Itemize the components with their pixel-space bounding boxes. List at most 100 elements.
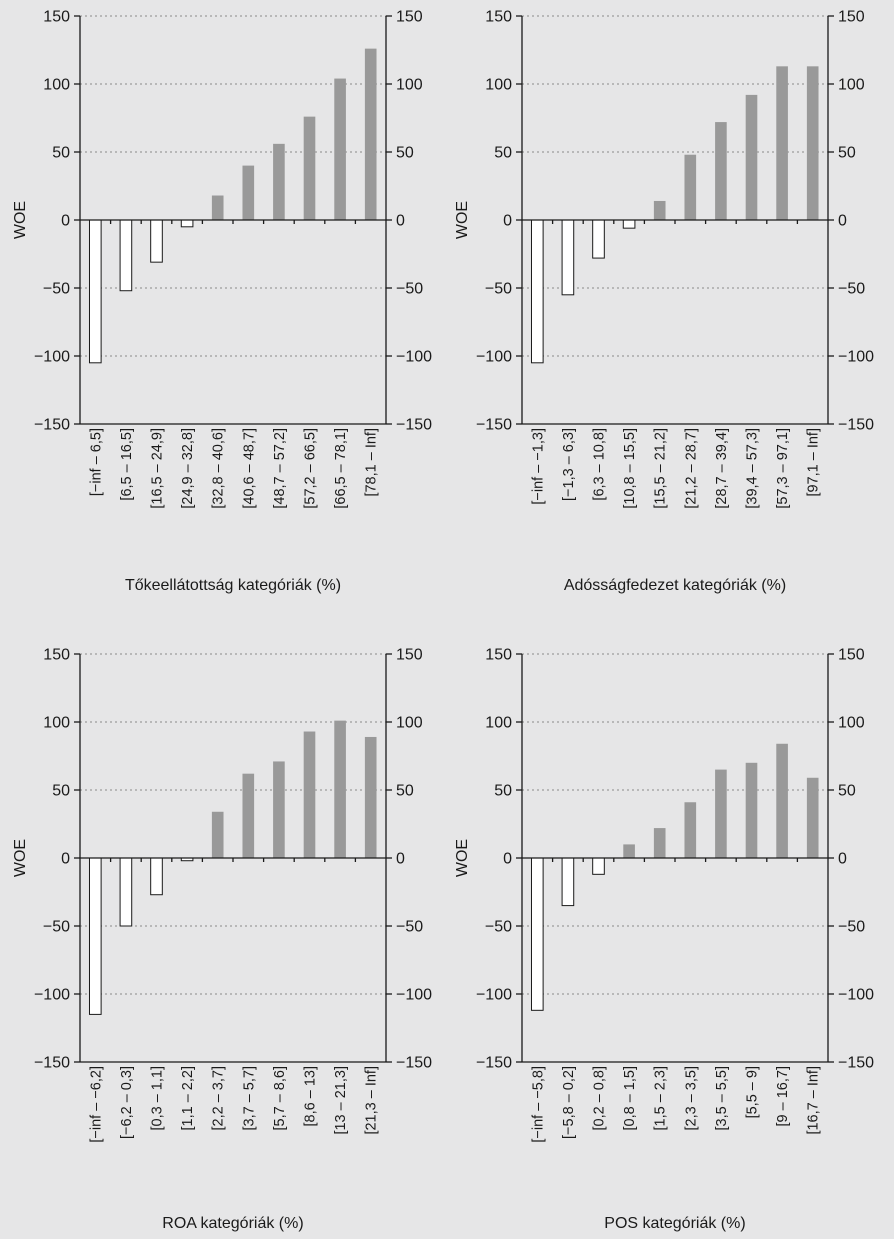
bar xyxy=(715,122,727,220)
category-label: [24,9 – 32,8] xyxy=(180,428,196,509)
y-axis-title: WOE xyxy=(12,839,29,877)
category-label: [2,2 – 3,7] xyxy=(211,1066,227,1131)
y-tick-label-left: −100 xyxy=(34,349,70,366)
y-tick-label-right: 150 xyxy=(838,9,865,26)
category-label: [21,3 – Inf] xyxy=(364,1066,380,1135)
y-tick-label-left: −100 xyxy=(476,349,512,366)
y-tick-label-left: 0 xyxy=(503,213,512,230)
bar xyxy=(806,777,819,858)
category-label: [15,5 – 21,2] xyxy=(653,428,669,509)
y-tick-label-right: −100 xyxy=(838,349,874,366)
bar xyxy=(623,844,635,858)
y-axis-title: WOE xyxy=(12,201,29,239)
y-tick-label-left: 50 xyxy=(494,783,512,800)
y-tick-label-left: −100 xyxy=(34,987,70,1004)
y-tick-label-right: 100 xyxy=(396,77,423,94)
y-tick-label-left: 100 xyxy=(485,715,512,732)
bar xyxy=(561,857,575,907)
bar xyxy=(745,94,758,220)
y-tick-label-left: 0 xyxy=(61,851,70,868)
x-axis-title: ROA kategóriák (%) xyxy=(162,1215,303,1232)
bar xyxy=(715,769,727,858)
x-axis-title: POS kategóriák (%) xyxy=(604,1215,745,1232)
y-axis-title: WOE xyxy=(454,201,471,239)
y-tick-label-left: −150 xyxy=(34,417,70,434)
y-tick-label-left: 100 xyxy=(43,77,70,94)
category-label: [66,5 – 78,1] xyxy=(333,428,349,509)
y-tick-label-right: −150 xyxy=(838,1055,874,1072)
bar xyxy=(592,857,605,875)
category-label: [57,3 – 97,1] xyxy=(775,428,791,509)
y-tick-label-right: −150 xyxy=(396,1055,432,1072)
category-label: [9 – 16,7] xyxy=(775,1066,791,1126)
category-label: [−6,2 – 0,3] xyxy=(119,1066,135,1139)
bar xyxy=(684,154,697,220)
bar xyxy=(273,761,285,858)
category-label: [16,5 – 24,9] xyxy=(150,428,166,509)
bar xyxy=(530,857,544,1011)
y-tick-label-right: 100 xyxy=(838,77,865,94)
y-tick-label-left: 50 xyxy=(52,783,70,800)
category-label: [1,5 – 2,3] xyxy=(653,1066,669,1131)
y-tick-label-right: 50 xyxy=(838,145,856,162)
bar xyxy=(211,195,224,220)
bar xyxy=(364,48,377,220)
category-label: [−inf – 6,5] xyxy=(88,428,104,496)
y-tick-label-right: −150 xyxy=(838,417,874,434)
y-tick-label-right: 150 xyxy=(396,647,423,664)
y-tick-label-left: 50 xyxy=(494,145,512,162)
bar xyxy=(776,66,788,220)
category-label: [2,3 – 3,5] xyxy=(683,1066,699,1131)
y-tick-label-left: 150 xyxy=(43,9,70,26)
category-label: [5,5 – 9] xyxy=(745,1066,761,1118)
y-tick-label-right: −50 xyxy=(838,919,865,936)
y-tick-label-right: 0 xyxy=(838,851,847,868)
y-tick-label-left: −50 xyxy=(485,281,512,298)
y-tick-label-left: −100 xyxy=(476,987,512,1004)
y-tick-label-left: −50 xyxy=(43,919,70,936)
category-label: [−1,3 – 6,3] xyxy=(561,428,577,501)
bar xyxy=(273,143,285,220)
y-tick-label-right: 50 xyxy=(396,783,414,800)
category-label: [8,6 – 13] xyxy=(303,1066,319,1126)
category-label: [40,6 – 48,7] xyxy=(241,428,257,509)
bar xyxy=(334,720,346,858)
y-tick-label-right: 50 xyxy=(396,145,414,162)
category-label: [0,8 – 1,5] xyxy=(622,1066,638,1131)
category-label: [−inf – −1,3] xyxy=(530,428,546,505)
category-label: [97,1 – Inf] xyxy=(806,428,822,497)
bar xyxy=(653,200,666,220)
y-tick-label-right: 100 xyxy=(396,715,423,732)
category-label: [6,5 – 16,5] xyxy=(119,428,135,501)
category-label: [16,7 – Inf] xyxy=(806,1066,822,1135)
category-label: [3,5 – 5,5] xyxy=(714,1066,730,1131)
category-label: [3,7 – 5,7] xyxy=(241,1066,257,1131)
bar xyxy=(653,828,666,858)
category-label: [57,2 – 66,5] xyxy=(303,428,319,509)
y-tick-label-right: −100 xyxy=(396,987,432,1004)
y-tick-label-left: −150 xyxy=(476,1055,512,1072)
y-tick-label-right: 0 xyxy=(396,851,405,868)
category-label: [32,8 – 40,6] xyxy=(211,428,227,509)
category-label: [0,2 – 0,8] xyxy=(592,1066,608,1131)
y-tick-label-right: −50 xyxy=(396,281,423,298)
bar xyxy=(776,743,788,858)
category-label: [48,7 – 57,2] xyxy=(272,428,288,509)
bar xyxy=(364,736,377,858)
category-label: [−inf – −5,8] xyxy=(530,1066,546,1143)
y-tick-label-right: −50 xyxy=(396,919,423,936)
y-tick-label-left: −50 xyxy=(485,919,512,936)
category-label: [13 – 21,3] xyxy=(333,1066,349,1135)
y-tick-label-left: 0 xyxy=(61,213,70,230)
x-axis-title: Adósságfedezet kategóriák (%) xyxy=(564,577,786,594)
y-tick-label-right: 50 xyxy=(838,783,856,800)
y-tick-label-left: −50 xyxy=(43,281,70,298)
bar xyxy=(242,165,255,220)
y-tick-label-left: 0 xyxy=(503,851,512,868)
bar xyxy=(806,66,819,220)
